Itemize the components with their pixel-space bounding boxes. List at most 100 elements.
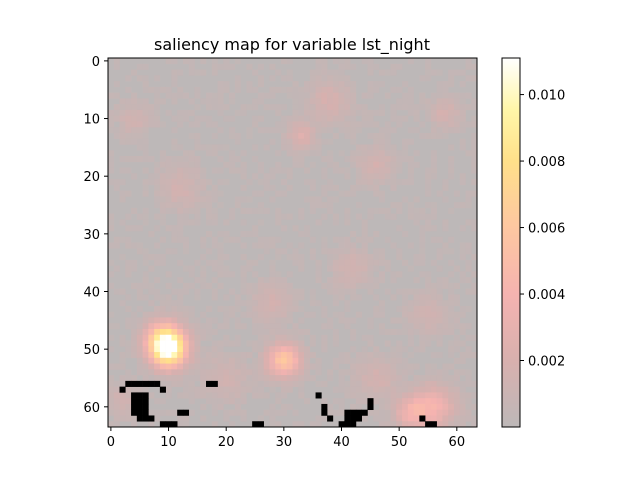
heatmap-cell xyxy=(419,242,426,249)
heatmap-cell xyxy=(396,86,403,93)
heatmap-cell xyxy=(425,179,432,186)
heatmap-cell xyxy=(234,132,241,140)
heatmap-cell xyxy=(471,132,478,140)
heatmap-cell xyxy=(442,380,449,387)
heatmap-cell xyxy=(148,317,155,324)
heatmap-cell xyxy=(332,282,339,289)
heatmap-cell xyxy=(257,277,264,284)
heatmap-cell xyxy=(223,317,230,324)
heatmap-cell xyxy=(177,317,184,324)
heatmap-cell xyxy=(165,346,172,353)
heatmap-cell xyxy=(142,340,149,347)
heatmap-cell xyxy=(390,294,397,301)
heatmap-cell xyxy=(200,352,207,359)
heatmap-cell xyxy=(252,104,259,111)
heatmap-cell xyxy=(217,265,224,272)
heatmap-cell xyxy=(148,334,155,341)
heatmap-cell xyxy=(234,300,241,307)
heatmap-cell xyxy=(119,398,126,405)
heatmap-cell xyxy=(269,92,276,99)
heatmap-cell xyxy=(200,265,207,272)
heatmap-cell xyxy=(159,346,166,353)
heatmap-cell xyxy=(252,300,259,307)
heatmap-cell xyxy=(148,115,155,122)
heatmap-cell xyxy=(332,294,339,301)
heatmap-cell xyxy=(373,207,380,214)
heatmap-cell xyxy=(436,392,443,399)
heatmap-cell xyxy=(309,340,316,347)
heatmap-cell xyxy=(286,92,293,99)
heatmap-cell xyxy=(275,271,282,278)
heatmap-cell xyxy=(442,86,449,93)
heatmap-cell xyxy=(159,380,166,387)
heatmap-cell xyxy=(350,184,357,191)
heatmap-cell xyxy=(211,104,218,111)
heatmap-cell xyxy=(257,380,264,387)
heatmap-cell xyxy=(257,236,264,243)
heatmap-cell xyxy=(257,254,264,261)
heatmap-cell xyxy=(361,398,368,405)
heatmap-cell xyxy=(448,311,455,318)
heatmap-cell xyxy=(142,328,149,336)
heatmap-cell xyxy=(425,403,432,411)
heatmap-cell xyxy=(223,179,230,186)
heatmap-cell xyxy=(327,196,334,203)
heatmap-cell xyxy=(292,161,299,168)
heatmap-cell xyxy=(182,179,190,186)
heatmap-cell xyxy=(425,340,432,347)
heatmap-cell xyxy=(136,294,143,301)
heatmap-cell xyxy=(142,156,149,163)
heatmap-cell xyxy=(459,421,466,428)
heatmap-cell xyxy=(229,127,236,134)
heatmap-cell xyxy=(171,207,178,214)
heatmap-cell xyxy=(355,179,362,186)
heatmap-cell xyxy=(182,242,190,249)
heatmap-cell xyxy=(154,334,161,341)
heatmap-cell xyxy=(269,127,276,134)
heatmap-cell xyxy=(286,86,293,93)
heatmap-cell xyxy=(171,202,178,209)
heatmap-cell xyxy=(442,127,449,134)
heatmap-cell xyxy=(194,357,201,364)
heatmap-cell xyxy=(407,173,414,180)
heatmap-cell xyxy=(384,340,391,347)
heatmap-cell xyxy=(315,265,322,272)
heatmap-cell xyxy=(419,259,426,266)
heatmap-cell xyxy=(396,403,403,411)
heatmap-cell xyxy=(263,288,270,295)
heatmap-cell xyxy=(453,334,461,341)
heatmap-cell xyxy=(309,288,316,295)
heatmap-cell xyxy=(298,294,305,301)
heatmap-cell xyxy=(292,300,299,307)
heatmap-cell xyxy=(425,104,432,111)
heatmap-cell xyxy=(430,363,437,370)
heatmap-cell xyxy=(350,403,357,411)
heatmap-cell xyxy=(298,421,305,428)
heatmap-cell xyxy=(108,225,115,232)
heatmap-cell xyxy=(419,409,426,416)
heatmap-cell xyxy=(142,81,149,88)
heatmap-cell xyxy=(332,98,339,105)
heatmap-cell xyxy=(332,265,339,272)
heatmap-cell xyxy=(269,265,276,272)
heatmap-cell xyxy=(131,317,138,324)
heatmap-cell xyxy=(177,109,184,116)
heatmap-cell xyxy=(280,346,288,353)
heatmap-cell xyxy=(367,340,374,347)
heatmap-cell xyxy=(298,363,305,370)
heatmap-cell xyxy=(465,92,472,99)
heatmap-cell xyxy=(217,144,224,151)
heatmap-cell xyxy=(154,98,161,105)
heatmap-cell xyxy=(171,346,178,353)
heatmap-cell xyxy=(252,392,259,399)
heatmap-cell xyxy=(292,150,299,157)
heatmap-cell xyxy=(292,363,299,370)
heatmap-cell xyxy=(292,334,299,341)
heatmap-cell xyxy=(430,398,437,405)
heatmap-cell xyxy=(367,184,374,191)
heatmap-cell xyxy=(188,317,195,324)
heatmap-cell xyxy=(177,392,184,399)
heatmap-cell xyxy=(448,259,455,266)
heatmap-cell xyxy=(292,92,299,99)
